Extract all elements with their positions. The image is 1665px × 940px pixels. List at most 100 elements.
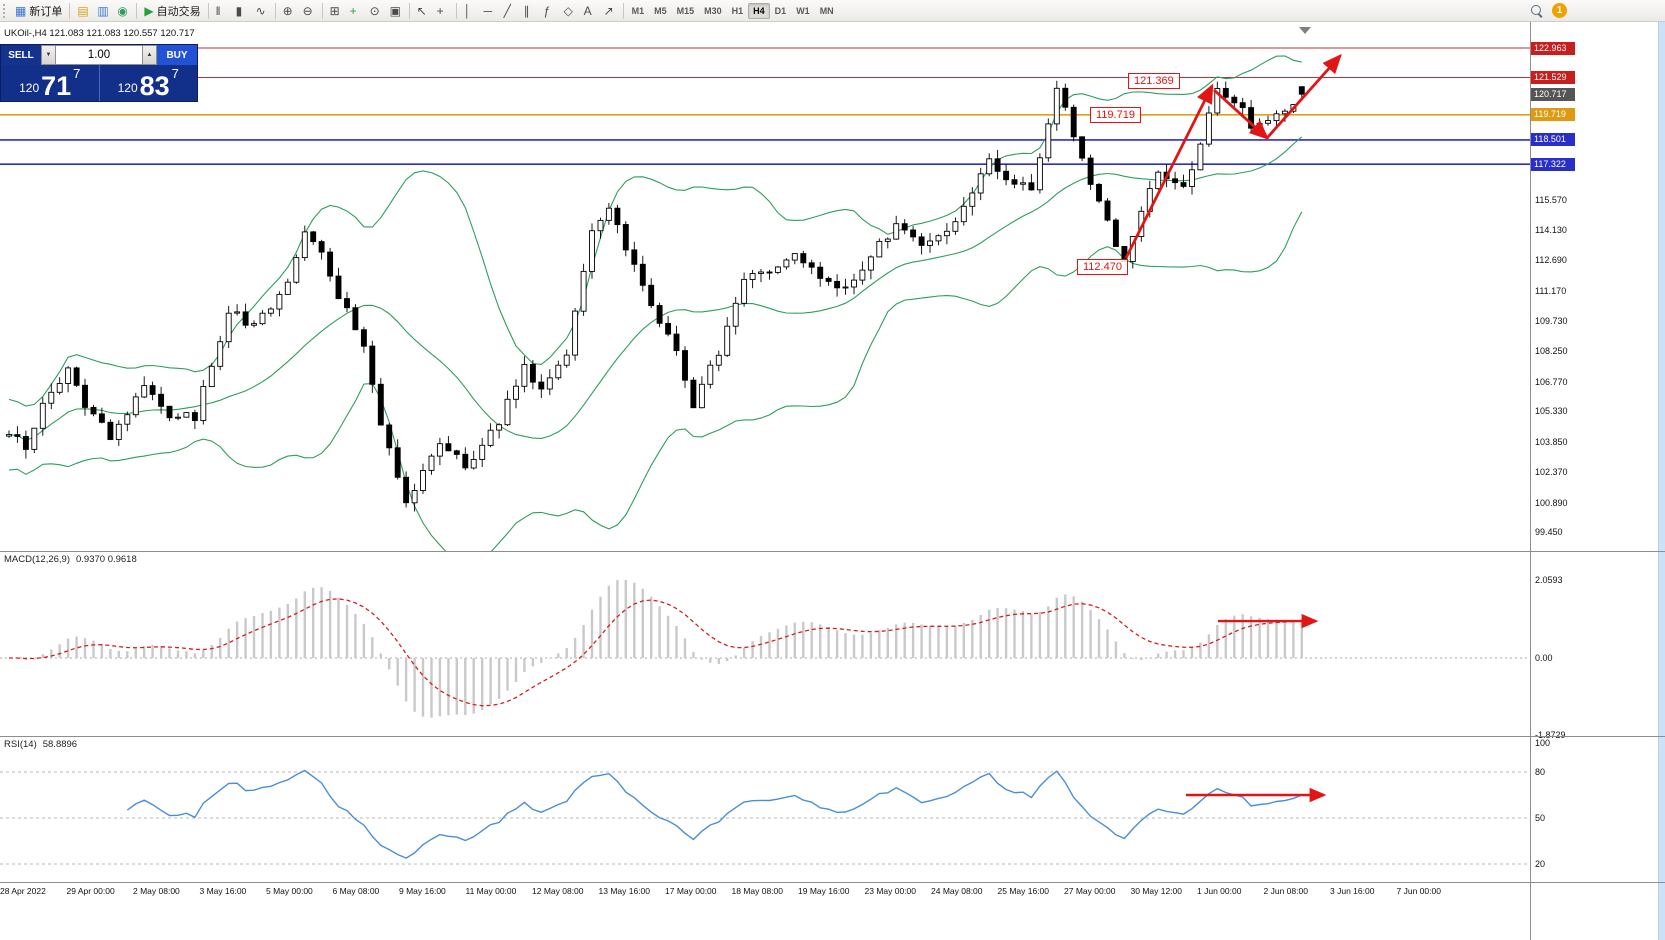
vertical-line-icon: │ xyxy=(463,3,472,18)
refresh-button[interactable]: ◉ xyxy=(113,2,133,20)
tile-windows-button[interactable]: ⊞ xyxy=(326,2,346,20)
trade-panel-controls: SELL ▼ ▲ BUY xyxy=(1,45,197,65)
price-scale[interactable]: 115.570 114.130 112.690 111.170 109.730 108.2… xyxy=(1530,22,1658,940)
rsi-name: RSI(14) xyxy=(4,739,37,750)
time-label: 18 May 08:00 xyxy=(731,886,784,896)
pane-separator xyxy=(0,882,1665,883)
buy-price-main: 83 xyxy=(139,71,170,102)
price-chart-canvas[interactable] xyxy=(0,22,1530,552)
toolbar-separator xyxy=(408,2,410,19)
trendline-button[interactable]: ╱ xyxy=(500,2,520,20)
price-tick: 111.170 xyxy=(1535,285,1567,296)
notification-badge[interactable]: 1 xyxy=(1552,3,1567,18)
equidistant-channel-button[interactable]: ∥ xyxy=(520,2,540,20)
rsi-label: RSI(14) 58.8896 xyxy=(4,739,77,750)
main-toolbar: ▦ 新订单 ▤ ▥ ◉ ▶ 自动交易 ‖ ▮ ∿ ⊕ ⊖ ⊞ + ⊙ ▣ ↖ + │ ─ ╱ ∥ ƒ ◇ A ↗ M1 M5 M15 M3… xyxy=(0,0,1665,22)
time-label: 9 May 16:00 xyxy=(399,886,446,896)
timeframe-h1-button[interactable]: H1 xyxy=(727,3,749,19)
timeframe-m5-button[interactable]: M5 xyxy=(649,3,672,19)
macd-label: MACD(12,26,9) 0.9370 0.9618 xyxy=(4,554,137,565)
auto-trading-label: 自动交易 xyxy=(156,5,201,18)
indicators-button[interactable]: + xyxy=(346,2,366,20)
chart-workspace: UKOil-,H4 121.083 121.083 120.557 120.71… xyxy=(0,22,1665,940)
toolbar-separator xyxy=(455,2,457,19)
rsi-scale-label: 50 xyxy=(1535,813,1546,823)
pane-separator[interactable] xyxy=(0,551,1665,552)
shapes-icon: ◇ xyxy=(563,3,573,18)
macd-scale-label: 0.00 xyxy=(1535,653,1553,663)
new-order-label: 新订单 xyxy=(29,5,63,18)
text-icon: A xyxy=(583,3,592,18)
horizontal-line-button[interactable]: ─ xyxy=(480,2,500,20)
price-tag: 119.719 xyxy=(1531,108,1575,122)
candlestick-chart-button[interactable]: ▮ xyxy=(232,2,252,20)
sell-button[interactable]: SELL xyxy=(1,45,41,65)
one-click-trade-panel: SELL ▼ ▲ BUY 120 71 7 120 83 7 xyxy=(0,44,198,102)
price-tick: 99.450 xyxy=(1535,527,1563,538)
rsi-scale-label: 20 xyxy=(1535,859,1546,869)
time-label: 6 May 08:00 xyxy=(332,886,380,896)
price-chart-pane: UKOil-,H4 121.083 121.083 120.557 120.71… xyxy=(0,22,1530,552)
sell-price-prefix: 120 xyxy=(19,81,40,95)
macd-values: 0.9370 0.9618 xyxy=(76,554,137,565)
macd-name: MACD(12,26,9) xyxy=(4,554,70,565)
periods-button[interactable]: ⊙ xyxy=(366,2,386,20)
fibonacci-button[interactable]: ƒ xyxy=(540,2,560,20)
price-tick: 102.370 xyxy=(1535,467,1568,478)
zoom-out-button[interactable]: ⊖ xyxy=(299,2,319,20)
sell-price-main: 71 xyxy=(41,71,72,102)
time-axis[interactable]: 28 Apr 2022 29 Apr 00:00 2 May 08:00 3 May … xyxy=(0,883,1530,940)
buy-price-display[interactable]: 120 83 7 xyxy=(98,65,198,102)
time-label: 28 Apr 2022 xyxy=(0,886,46,896)
zoom-in-icon: ⊕ xyxy=(282,3,293,18)
sell-price-display[interactable]: 120 71 7 xyxy=(1,65,99,101)
time-label: 25 May 16:00 xyxy=(997,886,1050,896)
arrows-button[interactable]: ↗ xyxy=(600,2,620,20)
search-icon[interactable] xyxy=(1531,4,1543,17)
profiles-button[interactable]: ▥ xyxy=(93,2,113,20)
auto-trading-button[interactable]: ▶ 自动交易 xyxy=(140,2,204,20)
timeframe-d1-button[interactable]: D1 xyxy=(770,3,792,19)
volume-input[interactable] xyxy=(56,45,142,65)
cursor-icon: ↖ xyxy=(416,3,427,18)
profiles-icon: ▥ xyxy=(97,3,109,18)
timeframe-h4-button[interactable]: H4 xyxy=(748,2,770,19)
templates-button[interactable]: ▣ xyxy=(386,2,406,20)
rsi-plot[interactable] xyxy=(0,737,1530,883)
price-tick: 109.730 xyxy=(1535,315,1568,326)
crosshair-icon: + xyxy=(436,3,444,18)
macd-scale-label: -1.8729 xyxy=(1535,730,1566,740)
text-button[interactable]: A xyxy=(580,2,600,20)
resistance-label[interactable]: 119.719 xyxy=(1090,107,1141,123)
cursor-button[interactable]: ↖ xyxy=(413,2,433,20)
macd-indicator-pane: MACD(12,26,9) 0.9370 0.9618 xyxy=(0,552,1530,737)
time-label: 2 May 08:00 xyxy=(133,886,180,896)
time-label: 3 May 16:00 xyxy=(199,886,247,896)
zoom-in-button[interactable]: ⊕ xyxy=(279,2,299,20)
arrows-icon: ↗ xyxy=(603,3,614,18)
crosshair-button[interactable]: + xyxy=(433,2,453,20)
volume-increase-button[interactable]: ▲ xyxy=(142,45,157,65)
shapes-button[interactable]: ◇ xyxy=(560,2,580,20)
macd-plot[interactable] xyxy=(0,552,1530,737)
time-label: 5 May 00:00 xyxy=(266,886,313,896)
timeframe-m1-button[interactable]: M1 xyxy=(627,3,650,19)
volume-decrease-button[interactable]: ▼ xyxy=(41,45,56,65)
vertical-scrollbar[interactable] xyxy=(1658,22,1665,940)
line-chart-button[interactable]: ∿ xyxy=(252,2,272,20)
timeframe-m30-button[interactable]: M30 xyxy=(699,3,727,19)
charts-button[interactable]: ▤ xyxy=(73,2,93,20)
timeframe-m15-button[interactable]: M15 xyxy=(672,3,700,19)
new-order-button[interactable]: ▦ 新订单 xyxy=(11,2,66,20)
bar-chart-button[interactable]: ‖ xyxy=(212,2,232,20)
time-label: 27 May 00:00 xyxy=(1064,886,1116,896)
time-label: 30 May 12:00 xyxy=(1130,886,1183,896)
swing-high-label[interactable]: 121.369 xyxy=(1128,73,1180,89)
buy-button[interactable]: BUY xyxy=(157,45,197,65)
pane-separator[interactable] xyxy=(0,736,1665,737)
periods-icon: ⊙ xyxy=(369,3,380,18)
timeframe-mn-button[interactable]: MN xyxy=(815,3,839,19)
vertical-line-button[interactable]: │ xyxy=(460,2,480,20)
timeframe-w1-button[interactable]: W1 xyxy=(791,3,815,19)
swing-low-label[interactable]: 112.470 xyxy=(1077,259,1128,275)
